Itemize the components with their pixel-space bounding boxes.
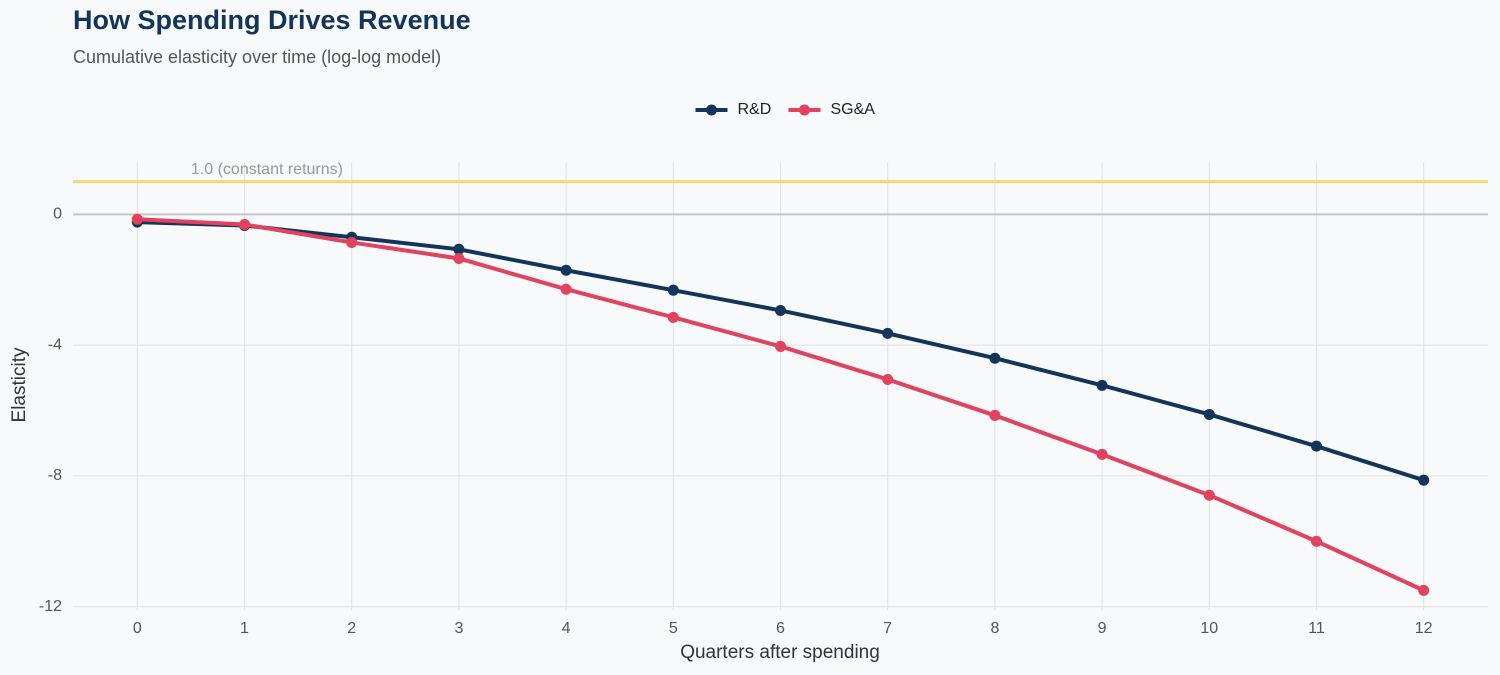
legend-swatch [799,104,810,116]
y-tick-label: -4 [48,336,62,353]
data-point [560,283,572,295]
x-tick-label: 3 [454,620,463,637]
data-point [1096,448,1108,460]
x-tick-label: 5 [669,620,678,637]
data-point [1418,474,1430,486]
y-tick-label: -8 [48,467,62,484]
chart-title: How Spending Drives Revenue [73,5,471,35]
data-point [882,327,894,339]
data-point [453,243,465,255]
data-point [1203,408,1215,420]
reference-label: 1.0 (constant returns) [191,161,343,178]
data-point [131,213,143,225]
x-tick-label: 1 [240,620,249,637]
data-point [346,236,358,248]
x-tick-label: 6 [776,620,785,637]
data-point [989,409,1001,421]
legend-label: R&D [738,101,772,118]
y-axis-label: Elasticity [9,347,30,422]
x-tick-label: 4 [562,620,571,637]
x-tick-label: 9 [1098,620,1107,637]
data-point [667,311,679,323]
data-point [1096,379,1108,391]
x-tick-label: 12 [1415,620,1433,637]
x-tick-label: 11 [1308,620,1325,637]
data-point [1310,440,1322,452]
x-tick-label: 10 [1200,620,1218,637]
legend-swatch [706,104,717,116]
x-axis-label: Quarters after spending [680,642,880,663]
x-tick-label: 8 [990,620,999,637]
x-tick-label: 0 [133,620,142,637]
legend-label: SG&A [831,101,876,118]
data-point [1310,535,1322,547]
data-point [453,252,465,264]
data-point [882,373,894,385]
data-point [1203,489,1215,501]
chart-subtitle: Cumulative elasticity over time (log-log… [73,47,441,67]
x-tick-label: 7 [883,620,892,637]
y-tick-label: -12 [39,598,62,615]
data-point [989,352,1001,364]
data-point [775,340,786,352]
data-point [239,218,251,230]
x-tick-label: 2 [347,620,356,637]
data-point [560,264,572,276]
y-tick-label: 0 [53,206,62,223]
data-point [775,304,786,316]
data-point [1418,584,1430,596]
data-point [667,284,679,296]
